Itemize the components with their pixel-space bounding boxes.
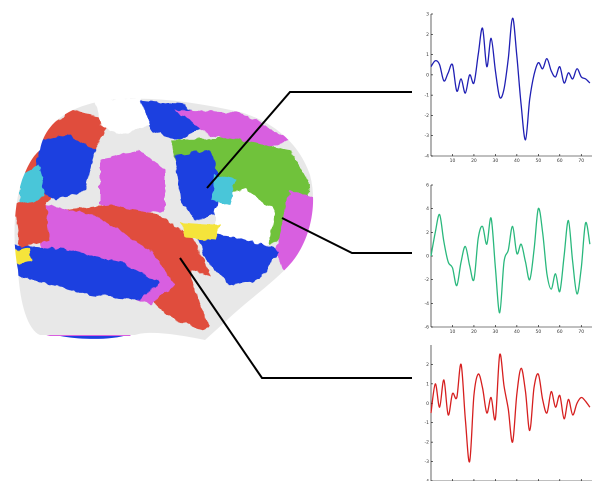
y-tick-label: -4 [425,301,430,307]
connector-line-middle [281,217,412,254]
y-tick-label: 0 [426,72,429,78]
y-tick-label: 4 [426,206,429,212]
y-tick-label: -4 [425,154,430,160]
y-tick-label: -6 [425,325,430,331]
x-tick-label: 70 [578,158,584,164]
y-tick-label: -4 [425,479,430,481]
x-tick-label: 40 [514,158,520,164]
y-tick-label: -2 [425,113,430,119]
x-tick-label: 30 [493,329,499,335]
x-tick-label: 40 [514,329,520,335]
y-tick-label: -1 [425,420,430,426]
series-line [430,17,591,141]
y-tick-label: 2 [426,362,429,368]
y-tick-label: 2 [426,230,429,236]
brain-surface-parcellation [14,98,314,340]
y-tick-label: 1 [426,52,429,58]
x-tick-label: 30 [493,158,499,164]
x-tick-label: 50 [535,329,541,335]
y-tick-label: 0 [426,401,429,407]
y-tick-label: 6 [426,183,429,189]
cortex-regions [14,98,314,340]
y-tick-label: -2 [425,440,430,446]
connector-line-top [206,91,412,189]
x-tick-label: 60 [557,329,563,335]
x-tick-label: 10 [450,329,456,335]
y-tick-label: -1 [425,93,430,99]
y-tick-label: 1 [426,381,429,387]
y-tick-label: 0 [426,254,429,260]
y-tick-label: -3 [425,133,430,139]
x-tick-label: 50 [535,158,541,164]
connector-lines [179,91,412,379]
x-tick-label: 20 [471,329,477,335]
series-line [430,207,591,314]
y-tick-label: 3 [426,12,429,18]
y-tick-label: -3 [425,459,430,465]
x-tick-label: 60 [557,158,563,164]
x-tick-label: 20 [471,158,477,164]
y-tick-label: 2 [426,32,429,38]
connector-line-bottom [179,257,412,379]
y-tick-label: -2 [425,277,430,283]
series-line [430,353,591,463]
x-tick-label: 10 [450,158,456,164]
x-tick-label: 70 [578,329,584,335]
